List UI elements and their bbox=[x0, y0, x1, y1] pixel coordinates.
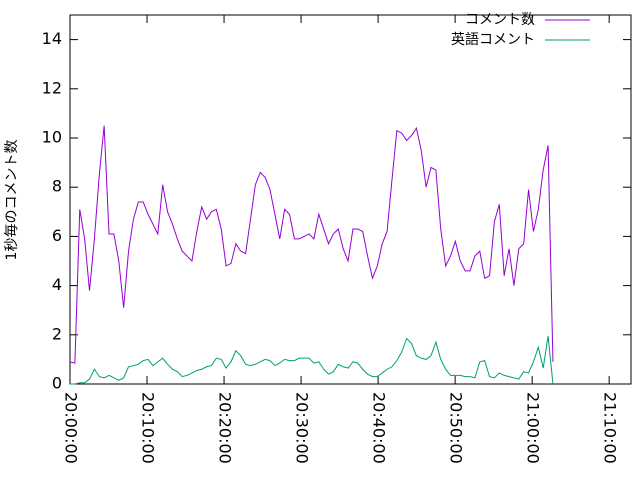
legend-label: 英語コメント bbox=[451, 31, 535, 48]
y-tick-label: 2 bbox=[52, 324, 62, 343]
x-tick-label: 21:10:00 bbox=[601, 392, 620, 464]
y-tick-label: 10 bbox=[42, 128, 62, 147]
plot-border bbox=[69, 14, 632, 385]
y-tick-label: 4 bbox=[52, 275, 62, 294]
y-tick-label: 0 bbox=[52, 374, 62, 393]
x-tick-label: 20:30:00 bbox=[293, 392, 312, 464]
legend-label: コメント数 bbox=[465, 12, 535, 28]
y-tick-label: 14 bbox=[42, 29, 62, 48]
y-tick-label: 6 bbox=[52, 226, 62, 245]
x-tick-label: 20:40:00 bbox=[370, 392, 389, 464]
y-tick-label: 12 bbox=[42, 78, 62, 97]
x-tick-label: 21:00:00 bbox=[524, 392, 543, 464]
x-tick-label: 20:10:00 bbox=[139, 392, 158, 464]
line-series bbox=[70, 335, 554, 385]
x-tick-label: 20:50:00 bbox=[447, 392, 466, 464]
y-tick-label: 8 bbox=[52, 177, 62, 196]
line-series bbox=[69, 125, 554, 364]
y-axis-label: 1秒毎のコメント数 bbox=[4, 140, 20, 261]
x-tick-label: 20:00:00 bbox=[62, 392, 81, 464]
x-tick-label: 20:20:00 bbox=[216, 392, 235, 464]
